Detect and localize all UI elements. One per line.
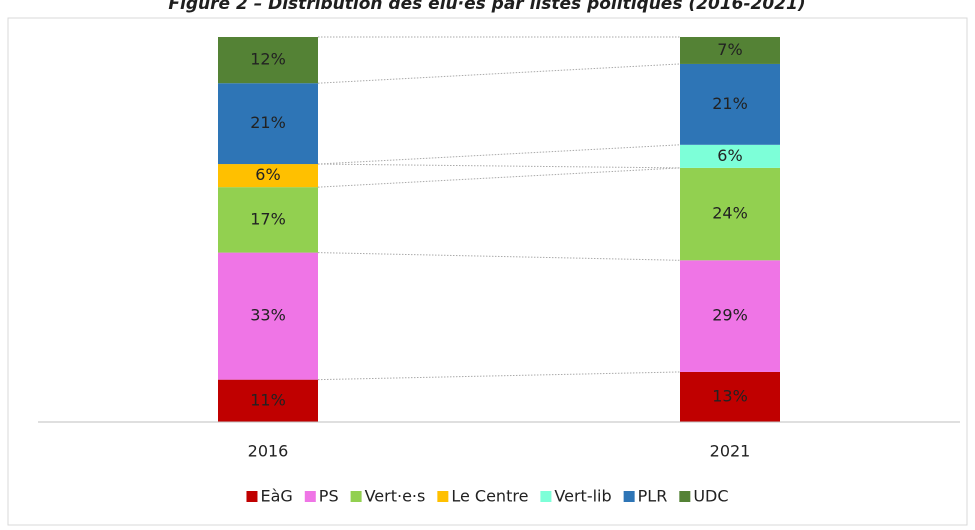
bar-segment — [218, 164, 318, 188]
bar-segment — [218, 83, 318, 165]
bar-segment — [218, 379, 318, 422]
chart-title: Figure 2 – Distribution des élu·es par l… — [168, 0, 805, 14]
data-label: 6% — [717, 146, 742, 165]
data-label: 29% — [712, 306, 748, 325]
legend-label: PS — [319, 487, 339, 506]
connector-line — [317, 371, 681, 381]
bar-segment — [680, 37, 780, 64]
legend-label: UDC — [693, 487, 728, 506]
data-label: 13% — [712, 386, 748, 405]
data-label: 6% — [255, 165, 280, 184]
legend-label: Le Centre — [451, 487, 528, 506]
bar-segment — [680, 144, 780, 168]
legend-swatch — [679, 491, 691, 502]
bar-segment — [218, 187, 318, 253]
legend-swatch — [623, 491, 635, 502]
legend-label: EàG — [260, 487, 292, 506]
data-label: 24% — [712, 204, 748, 223]
data-label: 21% — [250, 113, 286, 132]
legend-swatch — [304, 491, 316, 502]
connector-line — [317, 252, 681, 261]
data-label: 17% — [250, 209, 286, 228]
connector-line — [317, 163, 681, 169]
legend: EàG PS Vert·e·s Le Centre Vert-lib PLR UDC — [246, 487, 729, 506]
legend-label: Vert-lib — [554, 487, 611, 506]
data-label: 7% — [717, 40, 742, 59]
connector-line — [317, 167, 681, 188]
legend-swatch — [437, 491, 449, 502]
bar-segment — [680, 167, 780, 261]
bar-segment — [680, 371, 780, 422]
data-label: 33% — [250, 306, 286, 325]
x-tick-label: 2021 — [710, 442, 751, 461]
legend-label: Vert·e·s — [365, 487, 426, 506]
x-tick-label: 2016 — [248, 442, 289, 461]
legend-swatch — [246, 491, 258, 502]
connector-line — [317, 144, 681, 165]
bar-segment — [218, 37, 318, 84]
data-label: 11% — [250, 390, 286, 409]
bar-segment — [680, 63, 780, 145]
chart-frame — [7, 17, 968, 526]
legend-swatch — [540, 491, 552, 502]
connector-line — [317, 63, 681, 84]
data-label: 21% — [712, 94, 748, 113]
bar-segment — [218, 252, 318, 380]
legend-swatch — [350, 491, 362, 502]
legend-label: PLR — [638, 487, 668, 506]
data-label: 12% — [250, 50, 286, 69]
bar-segment — [680, 260, 780, 372]
